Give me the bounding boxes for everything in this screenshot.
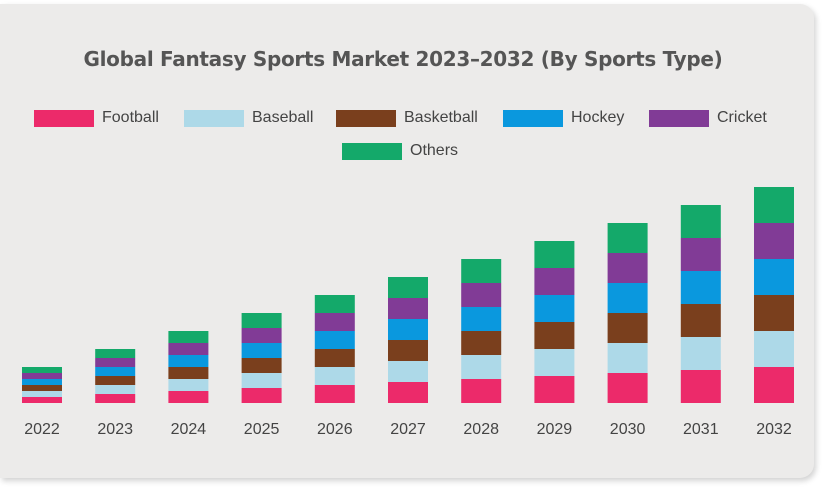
bar-football-2031 [680,370,721,403]
legend-label-hockey: Hockey [571,109,625,126]
bar-cricket-2022 [22,373,62,379]
x-tick-label-2022: 2022 [24,421,60,438]
bar-basketball-2031 [680,304,721,337]
bar-hockey-2024 [168,355,209,367]
bar-others-2026 [314,295,355,313]
bar-others-2023 [95,349,136,358]
bar-basketball-2025 [241,358,282,373]
bar-hockey-2023 [95,367,136,376]
x-tick-label-2031: 2031 [683,421,719,438]
bar-cricket-2026 [314,313,355,331]
bar-hockey-2029 [534,295,575,322]
bar-cricket-2024 [168,343,209,355]
bar-basketball-2026 [314,349,355,367]
bar-basketball-2027 [388,340,428,361]
bar-cricket-2030 [607,253,648,283]
bar-cricket-2031 [680,238,721,271]
bar-football-2023 [95,394,136,403]
bar-basketball-2029 [534,322,575,349]
bar-cricket-2032 [754,223,794,259]
bar-basketball-2030 [607,313,648,343]
legend-label-basketball: Basketball [404,109,478,126]
bar-cricket-2028 [461,283,502,307]
bar-cricket-2025 [241,328,282,343]
bar-others-2029 [534,241,575,268]
legend-label-cricket: Cricket [717,109,767,126]
bar-baseball-2025 [241,373,282,388]
bar-others-2027 [388,277,428,298]
bar-baseball-2023 [95,385,136,394]
bar-baseball-2030 [607,343,648,373]
bar-football-2027 [388,382,428,403]
bar-hockey-2025 [241,343,282,358]
legend-swatch-baseball [184,110,244,127]
bar-baseball-2024 [168,379,209,391]
bar-football-2024 [168,391,209,403]
bar-hockey-2030 [607,283,648,313]
bar-hockey-2032 [754,259,794,295]
bar-basketball-2022 [22,385,62,391]
chart-title: Global Fantasy Sports Market 2023–2032 (… [83,47,723,71]
bar-basketball-2023 [95,376,136,385]
bar-football-2030 [607,373,648,403]
legend-swatch-basketball [336,110,396,127]
x-tick-label-2026: 2026 [317,421,353,438]
x-tick-label-2028: 2028 [463,421,499,438]
bar-others-2031 [680,205,721,238]
bar-football-2028 [461,379,502,403]
bar-hockey-2027 [388,319,428,340]
bar-hockey-2022 [22,379,62,385]
legend-swatch-hockey [503,110,563,127]
legend-label-others: Others [410,142,459,159]
x-tick-label-2025: 2025 [244,421,280,438]
bar-baseball-2026 [314,367,355,385]
bar-hockey-2028 [461,307,502,331]
bar-others-2024 [168,331,209,343]
bar-hockey-2026 [314,331,355,349]
legend-swatch-football [34,110,94,127]
bar-hockey-2031 [680,271,721,304]
bar-football-2022 [22,397,62,403]
bar-football-2032 [754,367,794,403]
bar-others-2032 [754,187,794,223]
bar-baseball-2029 [534,349,575,376]
legend-swatch-cricket [649,110,709,127]
x-tick-label-2032: 2032 [756,421,792,438]
bar-baseball-2028 [461,355,502,379]
legend-swatch-others [342,143,402,160]
bar-football-2026 [314,385,355,403]
legend-label-baseball: Baseball [252,109,314,126]
bar-baseball-2027 [388,361,428,382]
bar-others-2030 [607,223,648,253]
bar-cricket-2029 [534,268,575,295]
bar-baseball-2022 [22,391,62,397]
bar-basketball-2028 [461,331,502,355]
x-tick-label-2030: 2030 [610,421,646,438]
legend-label-football: Football [102,109,159,126]
x-tick-label-2027: 2027 [390,421,426,438]
bar-others-2022 [22,367,62,373]
bar-basketball-2024 [168,367,209,379]
bar-baseball-2032 [754,331,794,367]
bar-cricket-2023 [95,358,136,367]
bar-others-2025 [241,313,282,328]
bar-cricket-2027 [388,298,428,319]
x-tick-label-2024: 2024 [171,421,207,438]
bar-football-2025 [241,388,282,403]
bar-others-2028 [461,259,502,283]
x-tick-label-2029: 2029 [537,421,573,438]
bar-baseball-2031 [680,337,721,370]
x-tick-label-2023: 2023 [97,421,133,438]
bar-basketball-2032 [754,295,794,331]
bar-football-2029 [534,376,575,403]
